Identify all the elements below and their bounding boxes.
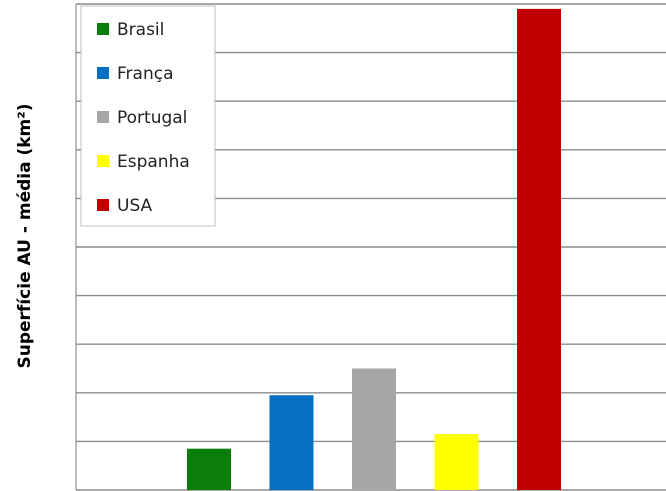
legend: Brasil França Portugal Espanha USA	[80, 5, 216, 227]
bar-frança	[269, 395, 314, 490]
legend-label-brasil: Brasil	[117, 20, 164, 40]
legend-swatch-usa	[97, 199, 109, 211]
y-axis-label: Superfície AU - média (km²)	[15, 104, 35, 369]
legend-swatch-brasil	[97, 23, 109, 35]
bar-espanha	[434, 434, 479, 490]
bar-portugal	[352, 368, 396, 490]
bar-usa	[517, 8, 561, 491]
legend-label-portugal: Portugal	[117, 108, 187, 128]
legend-label-espanha: Espanha	[117, 152, 190, 172]
bars	[187, 8, 561, 491]
bar-brasil	[187, 448, 231, 490]
legend-swatch-portugal	[97, 111, 109, 123]
legend-label-usa: USA	[117, 196, 153, 216]
legend-swatch-frança	[97, 67, 109, 79]
legend-swatch-espanha	[97, 155, 109, 167]
legend-label-frança: França	[117, 64, 174, 84]
